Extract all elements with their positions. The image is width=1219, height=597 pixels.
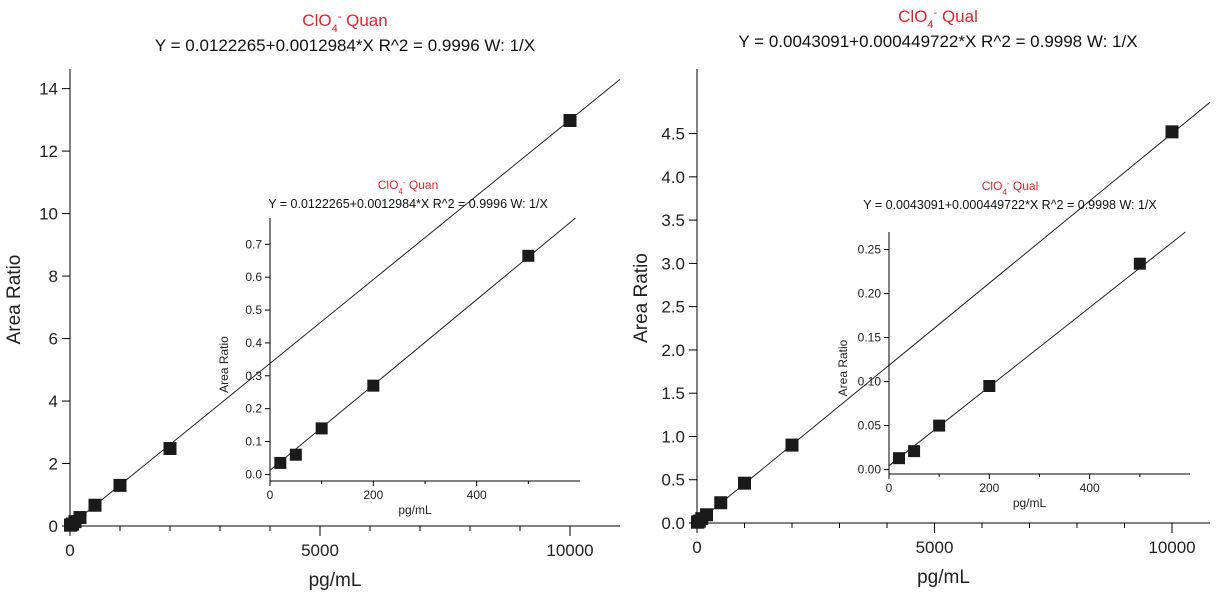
inset-y-tick-label: 0.2	[245, 402, 262, 416]
inset-y-tick-label: 0.7	[245, 237, 262, 251]
y-tick-label: 0.5	[661, 471, 685, 490]
inset-y-tick-label: 0.15	[858, 331, 882, 345]
inset-y-axis-label: Area Ratio	[217, 336, 231, 393]
data-point	[700, 508, 713, 522]
inset-data-point	[893, 452, 906, 465]
inset-y-tick-label: 0.6	[245, 270, 262, 284]
inset-x-tick-label: 200	[979, 481, 999, 495]
x-tick-label: 5000	[301, 541, 339, 560]
data-point	[113, 478, 127, 492]
chart-title: ClO4- Quan	[302, 11, 387, 35]
fit-line	[696, 101, 1211, 524]
y-tick-label: 2.5	[661, 298, 685, 317]
inset-y-tick-label: 0.25	[858, 243, 882, 257]
data-point	[563, 113, 577, 127]
y-tick-label: 3.0	[661, 254, 685, 273]
inset-y-tick-label: 0.3	[245, 369, 262, 383]
x-tick-label: 10000	[546, 541, 593, 560]
inset-x-tick-label: 0	[267, 488, 274, 502]
inset-x-tick-label: 0	[886, 481, 893, 495]
y-tick-label: 8	[49, 267, 58, 286]
x-axis-label: pg/mL	[917, 567, 970, 588]
inset-y-tick-label: 0.5	[245, 303, 262, 317]
chart-equation: Y = 0.0043091+0.000449722*X R^2 = 0.9998…	[738, 32, 1137, 51]
y-axis-label: Area Ratio	[4, 255, 25, 345]
x-tick-label: 0	[65, 541, 74, 560]
inset-equation: Y = 0.0122265+0.0012984*X R^2 = 0.9996 W…	[268, 197, 548, 211]
x-tick-label: 5000	[916, 538, 954, 557]
y-tick-label: 4.5	[661, 125, 685, 144]
y-tick-label: 1.5	[661, 384, 685, 403]
data-point	[785, 438, 799, 452]
data-point	[1165, 125, 1179, 139]
inset-x-tick-label: 400	[467, 488, 487, 502]
inset-y-tick-label: 0.20	[858, 287, 882, 301]
data-point	[73, 511, 87, 525]
inset-data-point	[367, 379, 380, 392]
data-point	[88, 498, 102, 512]
x-tick-label: 10000	[1148, 538, 1195, 557]
inset-data-point	[908, 445, 921, 458]
inset-y-tick-label: 0.10	[858, 375, 882, 389]
inset-y-tick-label: 0.05	[858, 419, 882, 433]
inset-y-tick-label: 0.4	[245, 336, 262, 350]
inset-data-point	[522, 249, 535, 262]
inset-title: ClO4- Qual	[982, 179, 1038, 197]
y-tick-label: 0.0	[661, 514, 685, 533]
data-point	[163, 442, 177, 456]
data-point	[738, 476, 751, 490]
inset-x-tick-label: 400	[1080, 481, 1100, 495]
y-tick-label: 2	[49, 455, 58, 474]
inset-data-point	[315, 422, 328, 435]
y-tick-label: 3.5	[661, 211, 685, 230]
inset-y-tick-label: 0.1	[245, 435, 262, 449]
inset-x-tick-label: 200	[363, 488, 383, 502]
inset-title: ClO4- Quan	[378, 178, 439, 196]
y-tick-label: 10	[39, 205, 58, 224]
inset-equation: Y = 0.0043091+0.000449722*X R^2 = 0.9998…	[863, 198, 1157, 212]
fit-line	[69, 79, 621, 527]
inset-data-point	[289, 448, 302, 461]
y-axis-label: Area Ratio	[631, 253, 652, 343]
y-tick-label: 6	[49, 330, 58, 349]
inset-x-axis-label: pg/mL	[1013, 496, 1047, 510]
y-tick-label: 2.0	[661, 341, 685, 360]
inset-data-point	[933, 419, 946, 432]
y-tick-label: 0	[49, 517, 58, 536]
y-tick-label: 1.0	[661, 427, 685, 446]
y-tick-label: 4.0	[661, 168, 685, 187]
y-tick-label: 14	[39, 80, 58, 99]
y-tick-label: 12	[39, 142, 58, 161]
inset-data-point	[983, 380, 996, 392]
chart-equation: Y = 0.0122265+0.0012984*X R^2 = 0.9996 W…	[155, 36, 535, 55]
chart-title: ClO4- Qual	[898, 7, 978, 31]
x-tick-label: 0	[692, 538, 701, 557]
inset-x-axis-label: pg/mL	[398, 503, 432, 517]
data-point	[714, 496, 728, 510]
inset-y-tick-label: 0.00	[858, 463, 882, 477]
inset-data-point	[1133, 257, 1146, 270]
inset-y-axis-label: Area Ratio	[836, 339, 850, 396]
y-tick-label: 4	[49, 392, 58, 411]
x-axis-label: pg/mL	[309, 570, 362, 591]
inset-y-tick-label: 0.0	[245, 467, 262, 481]
inset-data-point	[274, 456, 287, 469]
